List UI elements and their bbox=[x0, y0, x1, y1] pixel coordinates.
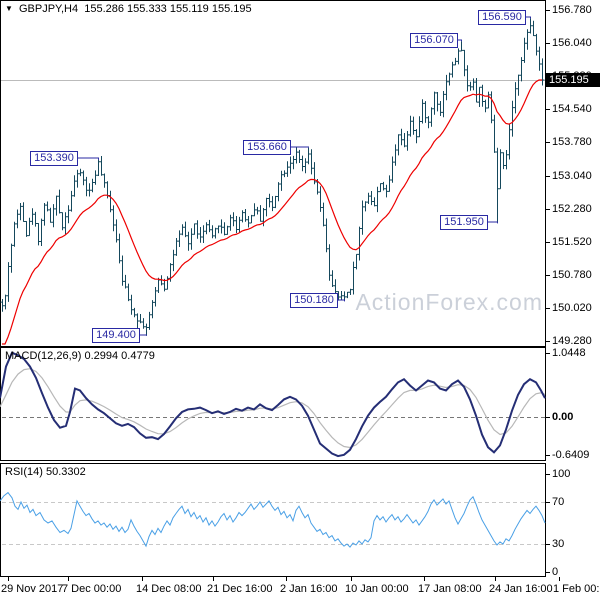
chart-canvas[interactable] bbox=[0, 0, 600, 600]
trading-chart-window: ▼ GBPJPY,H4 155.286 155.333 155.119 155.… bbox=[0, 0, 600, 600]
